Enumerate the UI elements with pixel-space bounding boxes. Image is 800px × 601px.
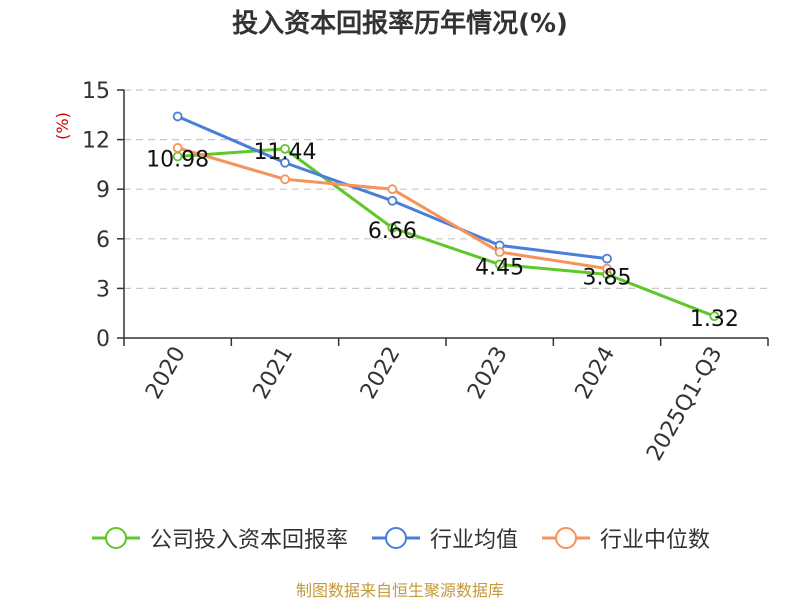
legend-label: 行业中位数 <box>600 528 711 553</box>
data-label: 6.66 <box>368 219 417 244</box>
data-point <box>387 195 398 206</box>
x-tick-label: 2023 <box>463 343 513 404</box>
legend-item[interactable]: 行业中位数 <box>540 522 710 554</box>
data-point <box>280 157 290 168</box>
data-point <box>280 174 290 185</box>
data-label: 11.44 <box>254 140 317 165</box>
data-point <box>280 143 290 154</box>
axes: 0 3 6 9 12 15 2020 2021 2022 2023 2024 2025Q1-Q3 <box>82 79 769 466</box>
legend-label: 公司投入资本回报率 <box>149 528 348 553</box>
data-point <box>709 311 720 322</box>
x-tick-label: 2020 <box>141 343 191 404</box>
data-point <box>172 111 183 122</box>
legend-item[interactable]: 公司投入资本回报率 <box>90 522 348 554</box>
legend-item[interactable]: 行业均值 <box>370 522 518 554</box>
data-label: 3.85 <box>583 265 632 290</box>
data-point <box>172 142 183 153</box>
line-chart: 0 3 6 9 12 15 2020 2021 2022 2023 2024 2025Q1-Q3 10… <box>53 79 769 466</box>
legend-swatch <box>371 527 420 549</box>
grid-lines <box>124 89 768 289</box>
x-tick-label: 2022 <box>356 343 406 404</box>
data-point <box>387 222 398 233</box>
y-tick-label: 12 <box>82 129 110 154</box>
data-label: 4.45 <box>475 255 524 280</box>
legend-swatch <box>91 527 140 549</box>
data-labels: 10.98 11.44 6.66 4.45 3.85 1.32 <box>146 140 739 332</box>
y-tick-label: 0 <box>96 327 110 352</box>
legend: 公司投入资本回报率 行业均值 行业中位数 <box>0 520 800 556</box>
y-tick-label: 6 <box>96 228 110 253</box>
y-tick-label: 9 <box>96 178 110 203</box>
y-tick-label: 15 <box>82 79 110 104</box>
x-tick-label: 2024 <box>571 343 621 404</box>
chart-title: 投入资本回报率历年情况(%) <box>232 9 568 39</box>
source-note: 制图数据来自恒生聚源数据库 <box>295 581 504 600</box>
data-point <box>494 259 505 270</box>
x-tick-label: 2021 <box>249 343 299 404</box>
legend-swatch <box>542 527 590 549</box>
legend-label: 行业均值 <box>429 528 518 553</box>
data-point <box>494 247 505 257</box>
data-label: 1.32 <box>690 307 739 332</box>
series-lines <box>172 111 720 322</box>
x-tick-label: 2025Q1-Q3 <box>642 343 727 466</box>
y-axis-label: (%) <box>53 112 72 140</box>
data-label: 10.98 <box>146 147 209 172</box>
data-point <box>602 263 612 274</box>
y-tick-label: 3 <box>96 277 110 302</box>
series-line-0 <box>177 147 715 318</box>
data-point <box>602 253 612 264</box>
data-point <box>387 184 398 195</box>
